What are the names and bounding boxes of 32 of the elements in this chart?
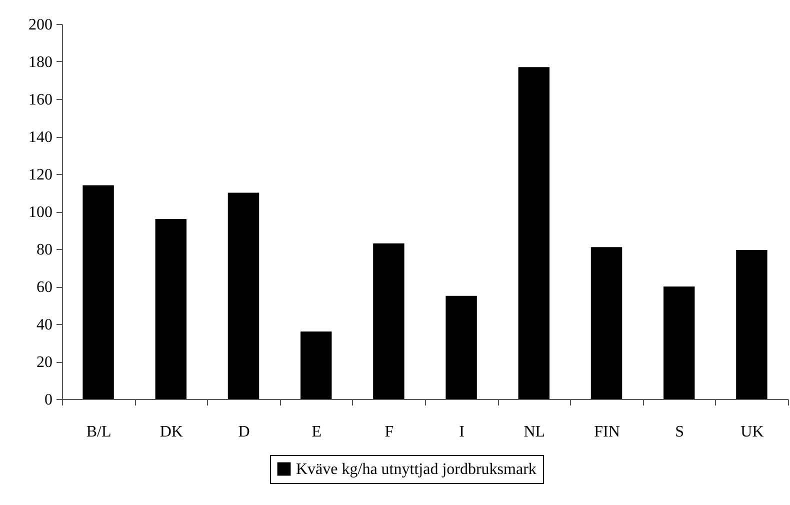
x-tick-label: E bbox=[312, 424, 322, 440]
x-tick-label: NL bbox=[524, 424, 546, 440]
x-tick-label: UK bbox=[740, 424, 764, 440]
bar bbox=[373, 243, 404, 399]
x-tick-label: S bbox=[675, 424, 684, 440]
y-tick-label: 120 bbox=[28, 166, 52, 184]
y-tick-label: 180 bbox=[28, 54, 52, 71]
x-tick-label: D bbox=[238, 424, 250, 440]
y-tick-label: 80 bbox=[36, 242, 52, 258]
bar bbox=[590, 247, 622, 399]
bar bbox=[663, 286, 695, 399]
y-tick-label: 100 bbox=[28, 204, 52, 221]
y-tick-label: 140 bbox=[28, 129, 52, 146]
x-tick-label: F bbox=[384, 424, 394, 440]
bar bbox=[155, 219, 187, 399]
bar bbox=[518, 67, 550, 399]
x-tick-label: DK bbox=[160, 424, 184, 440]
bar bbox=[446, 296, 477, 399]
y-tick-label: 200 bbox=[28, 16, 52, 34]
x-tick-label: FIN bbox=[594, 424, 620, 440]
bar bbox=[300, 332, 332, 399]
y-tick-label: 20 bbox=[36, 354, 52, 371]
legend-label: Kväve kg/ha utnyttjad jordbruksmark bbox=[296, 461, 536, 478]
bar bbox=[736, 250, 768, 399]
y-tick-label: 0 bbox=[44, 392, 52, 408]
y-tick-label: 60 bbox=[36, 279, 52, 296]
bar bbox=[82, 185, 114, 399]
bar bbox=[228, 192, 260, 399]
x-tick-label: B/L bbox=[86, 424, 112, 440]
y-tick-label: 160 bbox=[28, 92, 52, 108]
x-tick-label: I bbox=[459, 424, 464, 440]
y-tick-label: 40 bbox=[36, 316, 52, 334]
